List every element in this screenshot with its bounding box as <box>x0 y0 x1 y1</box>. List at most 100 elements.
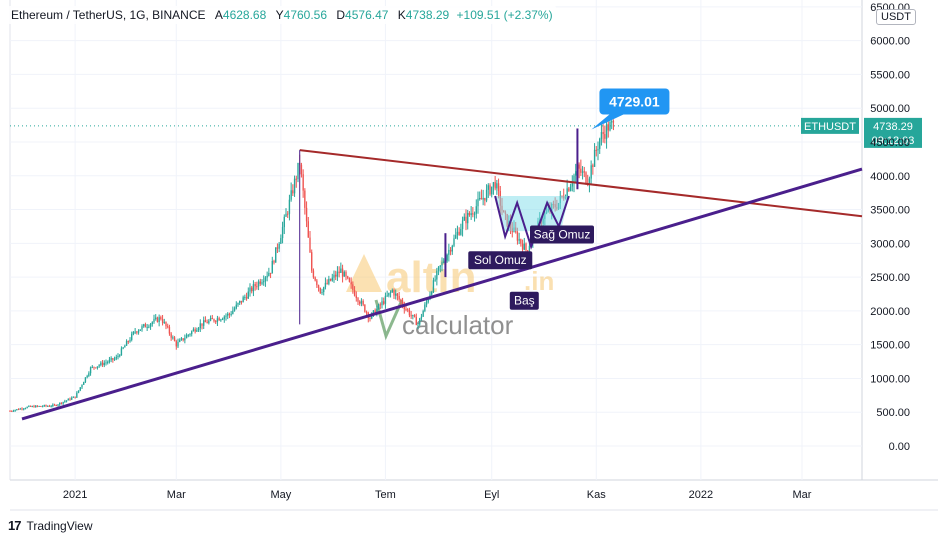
candle-body <box>100 362 102 366</box>
candle-body <box>148 326 150 328</box>
candle-body <box>122 347 124 349</box>
candle-body <box>112 358 114 360</box>
close-label: K <box>397 8 406 22</box>
candle-body <box>434 279 436 281</box>
support-trendline[interactable] <box>21 167 863 421</box>
candle-body <box>401 301 404 306</box>
candle-body <box>161 319 164 323</box>
candle-body <box>163 321 165 323</box>
candle-body <box>381 301 383 306</box>
candle-body <box>86 375 88 378</box>
branding-footer[interactable]: 17 TradingView <box>8 518 93 533</box>
candle-body <box>485 189 488 201</box>
y-tick-label: 2000.00 <box>870 306 910 318</box>
candle-body <box>465 216 467 224</box>
candle-body <box>588 178 591 185</box>
candle-body <box>21 408 23 410</box>
candle-body <box>28 405 30 407</box>
candle-body <box>88 373 90 376</box>
candle-body <box>113 358 116 360</box>
candle-body <box>573 175 575 184</box>
candle-body <box>290 190 292 200</box>
candle-body <box>81 384 83 388</box>
candle-body <box>16 409 18 411</box>
candle-body <box>408 310 411 316</box>
candle-body <box>338 271 340 273</box>
resistance-trendline[interactable] <box>299 149 863 218</box>
candle-body <box>233 308 236 311</box>
candle-body <box>528 245 531 251</box>
last-price-text: 4738.29 <box>873 121 913 133</box>
candle-body <box>335 274 337 277</box>
y-tick-label: 2500.00 <box>870 272 910 284</box>
candle-body <box>352 284 354 291</box>
symbol-title[interactable]: Ethereum / TetherUS, 1G, BINANCE <box>11 8 206 22</box>
price-axis[interactable]: 0.00 500.00 1000.00 1500.00 2000.00 2500.00 30… <box>870 2 910 453</box>
candle-body <box>389 292 392 294</box>
high-value: 4760.56 <box>283 8 328 22</box>
candle-body <box>187 334 189 336</box>
candle-body <box>136 331 138 333</box>
candle-body <box>201 323 203 326</box>
candle-body <box>580 168 582 173</box>
candle-body <box>479 198 481 200</box>
x-tick-label: May <box>270 489 291 501</box>
pattern-label-box <box>509 291 539 310</box>
candle-body <box>177 341 179 347</box>
candle-body <box>124 345 126 348</box>
candle-body <box>451 245 453 252</box>
candle-body <box>232 310 234 314</box>
candle-body <box>400 299 402 302</box>
candle-body <box>266 275 268 278</box>
candle-body <box>59 402 61 405</box>
candle-body <box>43 405 45 407</box>
candle-body <box>283 216 285 228</box>
symbol-legend[interactable]: Ethereum / TetherUS, 1G, BINANCE A4628.6… <box>8 6 556 24</box>
candle-body <box>153 318 155 323</box>
currency-selector[interactable]: USDT <box>876 9 916 25</box>
pattern-label: Sol Omuz <box>474 253 527 267</box>
candle-body <box>155 317 157 319</box>
x-tick-label: Mar <box>793 489 812 501</box>
candle-body <box>341 268 344 277</box>
candle-body <box>424 304 426 311</box>
candle-body <box>326 282 328 284</box>
candle-body <box>216 318 219 322</box>
candle-body <box>247 291 249 299</box>
candle-body <box>189 334 191 336</box>
candle-body <box>170 333 172 338</box>
candle-body <box>227 313 229 316</box>
candle-body <box>386 295 388 297</box>
candle-body <box>98 365 100 367</box>
candle-body <box>185 335 188 339</box>
candle-body <box>523 243 525 250</box>
candle-body <box>388 292 390 296</box>
candle-body <box>568 188 570 191</box>
candle-body <box>180 338 183 340</box>
candle-body <box>182 338 184 341</box>
candle-body <box>602 132 604 135</box>
y-tick-label: 3000.00 <box>870 238 910 250</box>
candle-body <box>12 410 15 412</box>
candle-body <box>38 405 40 407</box>
candle-body <box>95 367 97 369</box>
candle-body <box>413 314 416 317</box>
candle-body <box>497 183 500 192</box>
time-axis[interactable]: 2021 Mar May Tem Eyl Kas 2022 Mar <box>63 489 812 501</box>
candle-body <box>149 323 152 327</box>
price-callout-pointer <box>591 114 624 130</box>
candle-body <box>494 182 496 189</box>
candle-body <box>595 149 597 151</box>
candle-body <box>158 317 160 323</box>
candle-body <box>41 406 44 408</box>
candle-body <box>47 405 49 407</box>
candle-body <box>273 260 275 263</box>
candle-body <box>328 278 330 284</box>
candle-body <box>317 285 320 288</box>
candle-body <box>62 401 64 404</box>
candle-body <box>230 313 232 315</box>
y-tick-label: 1000.00 <box>870 373 910 385</box>
candle-body <box>192 329 195 332</box>
